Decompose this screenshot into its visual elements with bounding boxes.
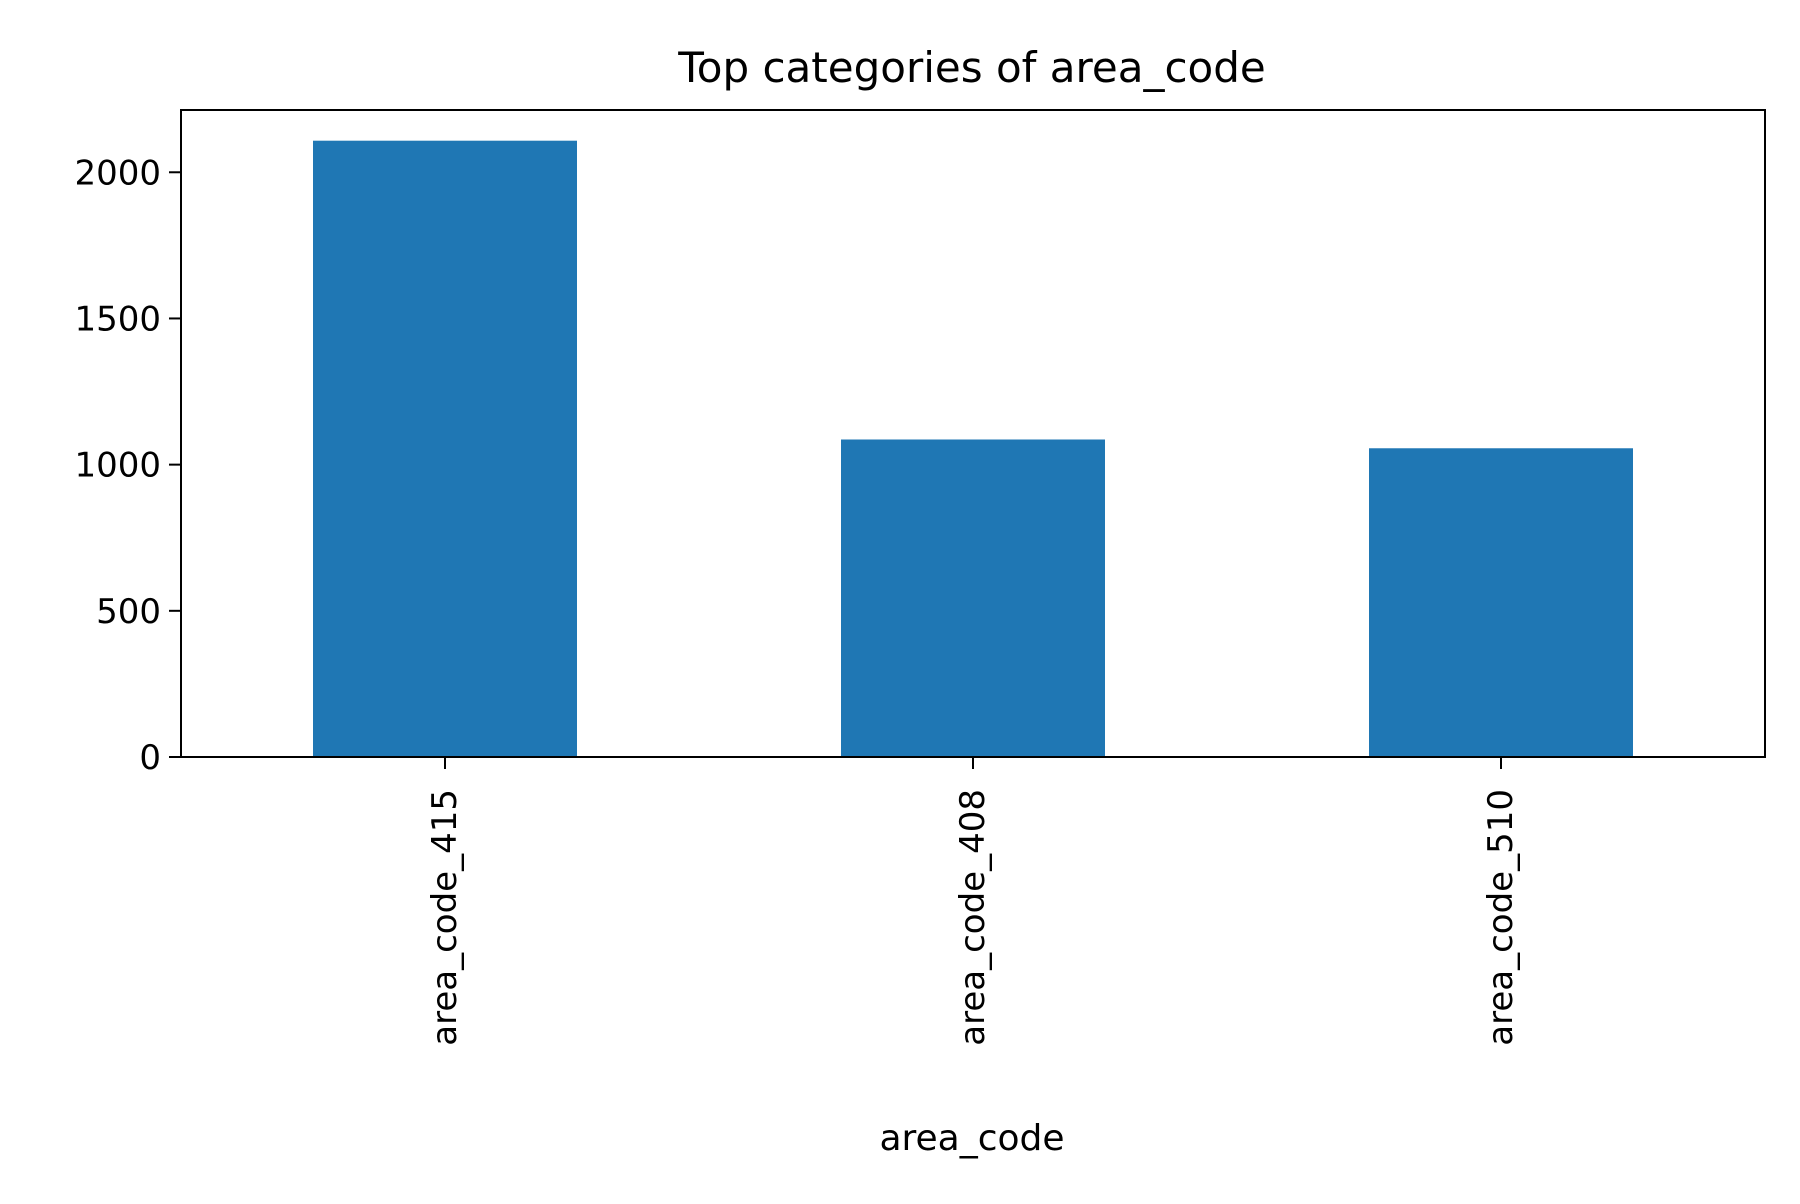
x-axis: area_code_415 area_code_408 area_code_510 [425, 757, 1521, 1046]
x-tick-label: area_code_408 [953, 789, 993, 1046]
y-tick-label: 1000 [74, 446, 161, 486]
bar-area_code_408 [841, 439, 1105, 757]
x-tick-label: area_code_415 [425, 789, 465, 1046]
y-axis: 0 500 1000 1500 2000 [74, 153, 181, 778]
chart-title: Top categories of area_code [677, 43, 1266, 92]
y-tick-label: 0 [139, 738, 161, 778]
plot-area-frame [180, 109, 1766, 758]
bar-area_code_415 [313, 140, 577, 758]
bar-area_code_510 [1369, 448, 1633, 757]
y-tick-label: 500 [96, 592, 161, 632]
y-tick-label: 1500 [74, 299, 161, 339]
x-tick-label: area_code_510 [1481, 789, 1521, 1046]
bars-group [313, 140, 1633, 758]
x-axis-label: area_code [879, 1118, 1064, 1159]
y-tick-label: 2000 [74, 153, 161, 193]
